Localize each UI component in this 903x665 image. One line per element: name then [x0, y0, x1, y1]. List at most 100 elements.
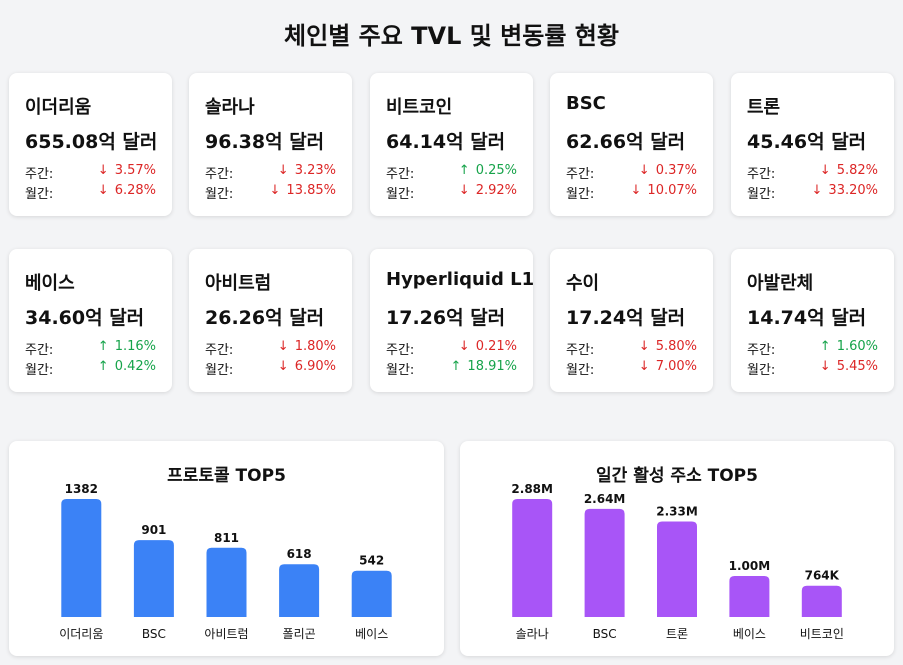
chain-name: 비트코인 — [386, 97, 453, 118]
chain-tvl: 45.46억 달러 — [747, 131, 867, 153]
monthly-change: ↓ 5.45% — [820, 359, 878, 377]
monthly-change-row: 월간: ↓ 33.20% — [747, 183, 878, 202]
bar — [729, 576, 770, 617]
chain-card: 수이 17.24억 달러 주간: ↓ 5.80% 월간: ↓ 7.00% — [550, 249, 713, 392]
weekly-change-value: 1.60% — [836, 339, 878, 354]
weekly-change-value: 3.23% — [294, 163, 336, 178]
trend-up-icon: ↑ — [819, 339, 831, 354]
monthly-change: ↓ 6.28% — [98, 183, 156, 201]
weekly-change-value: 5.82% — [836, 163, 878, 178]
chain-card: BSC 62.66억 달러 주간: ↓ 0.37% 월간: ↓ 10.07% — [550, 73, 713, 216]
chain-name: 베이스 — [25, 273, 75, 294]
chain-name: 이더리움 — [25, 97, 92, 118]
monthly-label: 월간: — [205, 363, 234, 378]
trend-up-icon: ↑ — [450, 359, 462, 374]
bar — [206, 547, 247, 617]
chain-name: BSC — [566, 93, 606, 114]
weekly-change: ↓ 0.21% — [459, 339, 517, 357]
category-label: 베이스 — [355, 627, 388, 641]
bar — [133, 540, 174, 617]
bar-value-label: 1382 — [65, 482, 98, 496]
monthly-change: ↓ 7.00% — [639, 359, 697, 377]
monthly-change-value: 18.91% — [467, 359, 517, 374]
chain-tvl: 64.14억 달러 — [386, 131, 506, 153]
trend-down-icon: ↓ — [97, 163, 109, 178]
chain-tvl: 96.38억 달러 — [205, 131, 325, 153]
monthly-change-value: 0.42% — [114, 359, 156, 374]
active-addresses-top5-chart-panel: 일간 활성 주소 TOP5 2.88M 솔라나 2.64M BSC 2.33M 트론 1.0… — [460, 441, 894, 656]
weekly-change-row: 주간: ↑ 1.16% — [25, 339, 156, 358]
monthly-change-value: 13.85% — [286, 183, 336, 198]
weekly-change-value: 1.16% — [114, 339, 156, 354]
trend-up-icon: ↑ — [458, 163, 470, 178]
bar-value-label: 2.33M — [656, 505, 698, 519]
chain-tvl: 14.74억 달러 — [747, 307, 867, 329]
chain-card: 아비트럼 26.26억 달러 주간: ↓ 1.80% 월간: ↓ 6.90% — [189, 249, 352, 392]
chain-tvl: 62.66억 달러 — [566, 131, 686, 153]
chain-card: 트론 45.46억 달러 주간: ↓ 5.82% 월간: ↓ 33.20% — [731, 73, 894, 216]
weekly-label: 주간: — [205, 343, 234, 358]
monthly-label: 월간: — [25, 363, 54, 378]
bar-value-label: 618 — [287, 547, 312, 561]
weekly-label: 주간: — [25, 167, 54, 182]
trend-down-icon: ↓ — [277, 359, 289, 374]
monthly-label: 월간: — [747, 363, 776, 378]
bar-value-label: 901 — [141, 523, 166, 537]
weekly-change: ↓ 0.37% — [639, 163, 697, 181]
monthly-label: 월간: — [205, 187, 234, 202]
monthly-change-row: 월간: ↓ 10.07% — [566, 183, 697, 202]
weekly-change-row: 주간: ↓ 3.57% — [25, 163, 156, 182]
monthly-change-value: 2.92% — [475, 183, 517, 198]
category-label: 베이스 — [733, 627, 766, 641]
category-label: 이더리움 — [59, 627, 103, 641]
bar — [279, 564, 320, 617]
monthly-change-row: 월간: ↑ 18.91% — [386, 359, 517, 378]
protocol-top5-chart: 1382 이더리움 901 BSC 811 아비트럼 618 폴리곤 542 베이스 — [59, 482, 392, 641]
monthly-change-row: 월간: ↓ 13.85% — [205, 183, 336, 202]
chain-tvl: 34.60억 달러 — [25, 307, 145, 329]
trend-down-icon: ↓ — [458, 183, 470, 198]
monthly-change: ↓ 2.92% — [459, 183, 517, 201]
chart-title: 일간 활성 주소 TOP5 — [596, 466, 758, 486]
trend-down-icon: ↓ — [269, 183, 281, 198]
monthly-change: ↓ 33.20% — [812, 183, 878, 201]
trend-down-icon: ↓ — [819, 359, 831, 374]
monthly-change-value: 33.20% — [828, 183, 878, 198]
monthly-label: 월간: — [386, 187, 415, 202]
monthly-change: ↓ 6.90% — [278, 359, 336, 377]
monthly-change-value: 6.90% — [294, 359, 336, 374]
weekly-label: 주간: — [566, 343, 595, 358]
monthly-change-row: 월간: ↓ 6.28% — [25, 183, 156, 202]
monthly-change-value: 10.07% — [647, 183, 697, 198]
monthly-change: ↑ 0.42% — [98, 359, 156, 377]
chain-card: 솔라나 96.38억 달러 주간: ↓ 3.23% 월간: ↓ 13.85% — [189, 73, 352, 216]
weekly-change-value: 0.21% — [475, 339, 517, 354]
weekly-change-row: 주간: ↓ 3.23% — [205, 163, 336, 182]
monthly-change-row: 월간: ↑ 0.42% — [25, 359, 156, 378]
monthly-change-value: 5.45% — [836, 359, 878, 374]
monthly-label: 월간: — [566, 363, 595, 378]
active-addresses-top5-chart: 2.88M 솔라나 2.64M BSC 2.33M 트론 1.00M 베이스 764K 비트코인 — [511, 482, 843, 641]
chain-name: 트론 — [747, 97, 781, 118]
monthly-change-row: 월간: ↓ 6.90% — [205, 359, 336, 378]
weekly-label: 주간: — [386, 167, 415, 182]
monthly-label: 월간: — [25, 187, 54, 202]
bar — [512, 499, 553, 617]
weekly-change: ↑ 1.60% — [820, 339, 878, 357]
category-label: BSC — [593, 627, 617, 641]
category-label: BSC — [142, 627, 166, 641]
weekly-change-row: 주간: ↑ 1.60% — [747, 339, 878, 358]
weekly-change: ↓ 1.80% — [278, 339, 336, 357]
chain-name: 아발란체 — [747, 273, 814, 294]
chain-name: 솔라나 — [205, 97, 255, 118]
trend-down-icon: ↓ — [277, 339, 289, 354]
weekly-change-row: 주간: ↓ 0.21% — [386, 339, 517, 358]
bar-value-label: 1.00M — [729, 559, 771, 573]
weekly-change-row: 주간: ↑ 0.25% — [386, 163, 517, 182]
monthly-label: 월간: — [386, 363, 415, 378]
bar-value-label: 542 — [359, 554, 384, 568]
weekly-change: ↓ 5.82% — [820, 163, 878, 181]
trend-down-icon: ↓ — [638, 339, 650, 354]
chain-tvl: 655.08억 달러 — [25, 131, 158, 153]
weekly-label: 주간: — [205, 167, 234, 182]
